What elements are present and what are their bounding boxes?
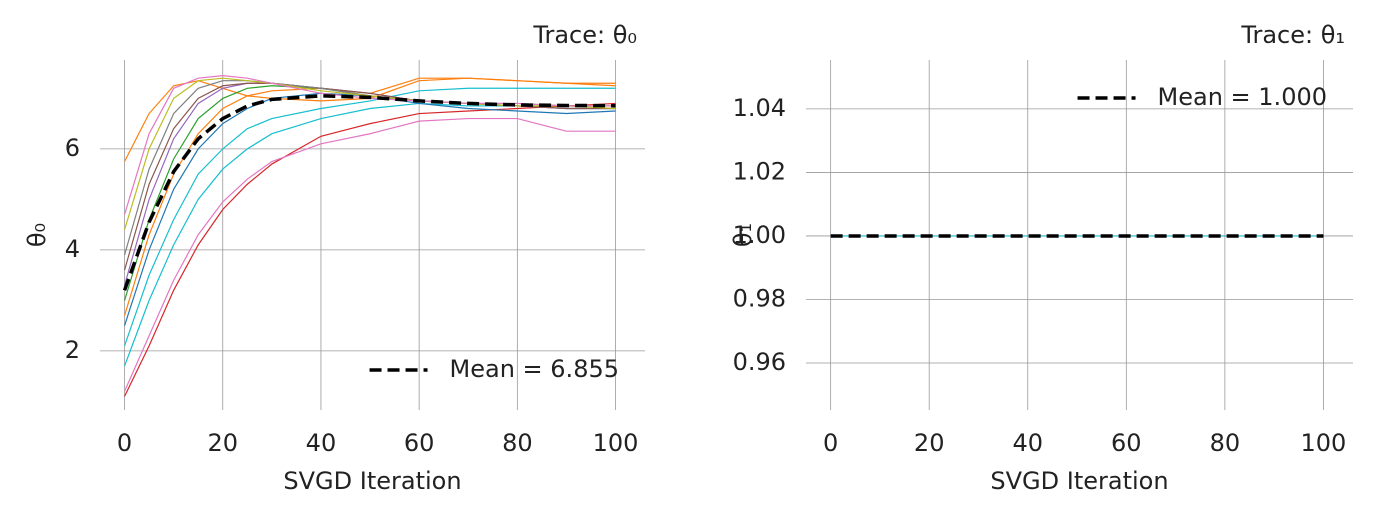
x-tick-label: 0 [117,429,132,457]
y-tick-label: 1.04 [733,94,786,122]
x-tick-label: 80 [1210,429,1241,457]
x-tick-label: 100 [593,429,639,457]
y-tick-label: 1.02 [733,157,786,185]
x-axis-label: SVGD Iteration [990,467,1168,495]
trace-line [123,82,616,286]
trace-line [124,117,616,392]
trace-line [123,77,616,316]
x-tick-label: 60 [1111,429,1142,457]
trace-line [124,102,616,397]
y-tick-label: 1.00 [733,221,786,249]
y-tick-label: 0.98 [733,284,786,312]
chart-title: Trace: θ₀ [532,21,637,49]
y-axis-label: θ₀ [23,223,51,247]
trace-line [123,82,616,271]
trace-line [123,85,616,301]
x-tick-label: 40 [1012,429,1043,457]
y-tick-label: 6 [65,134,80,162]
x-tick-label: 20 [914,429,945,457]
x-tick-label: 60 [404,429,435,457]
legend-label: Mean = 1.000 [1158,83,1327,111]
x-tick-label: 100 [1301,429,1347,457]
x-axis-label: SVGD Iteration [283,467,461,495]
mean-line [122,94,616,291]
x-tick-label: 20 [207,429,238,457]
x-tick-label: 40 [306,429,337,457]
x-tick-label: 80 [502,429,533,457]
legend-label: Mean = 6.855 [450,355,619,383]
y-tick-label: 2 [65,336,80,364]
y-tick-label: 0.96 [733,348,786,376]
trace-line [123,92,616,326]
y-tick-label: 4 [65,235,80,263]
x-tick-label: 0 [823,429,838,457]
trace-line [123,87,616,347]
chart-title: Trace: θ₁ [1240,21,1345,49]
y-axis-label: θ₁ [729,223,757,247]
